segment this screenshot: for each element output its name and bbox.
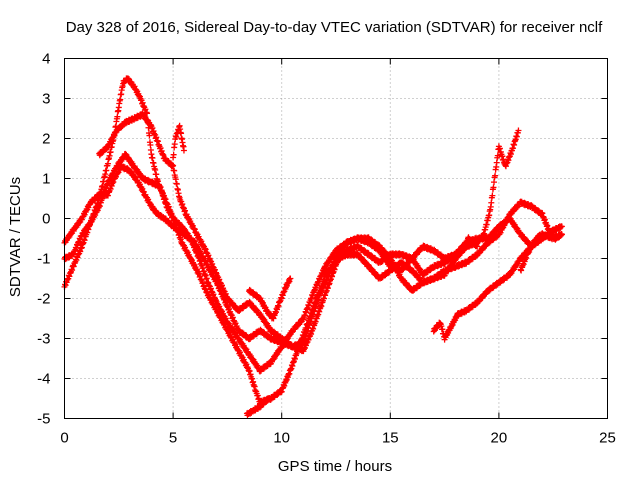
series-track-5 [170,122,187,161]
data-point [287,275,294,282]
y-tick-label: -3 [37,331,50,348]
y-tick-label: 4 [42,51,50,68]
plot-frame [64,58,608,419]
x-tick-label: 15 [382,430,399,447]
x-tick-label: 5 [169,430,177,447]
x-axis-label: GPS time / hours [278,458,392,475]
data-point [490,184,497,191]
x-tick-label: 0 [60,430,68,447]
series-track-7 [243,395,272,419]
series-track-6 [246,275,294,322]
chart-title: Day 328 of 2016, Sidereal Day-to-day VTE… [66,19,603,36]
data-point [170,151,177,158]
x-tick-label: 20 [491,430,508,447]
data-point [146,132,153,139]
series-track-9 [517,231,544,274]
data-point [488,199,495,206]
y-tick-label: -4 [37,371,50,388]
y-tick-label: -1 [37,251,50,268]
data-point [558,223,565,230]
plot-area [61,75,565,419]
data-point [114,113,121,120]
series-track-8 [430,223,565,343]
data-point [515,127,522,134]
data-point [558,231,565,238]
y-tick-label: -5 [37,411,50,428]
data-point [537,231,544,238]
y-tick-label: 0 [42,211,50,228]
data-point [180,147,187,154]
y-axis-label: SDTVAR / TECUs [7,177,24,297]
series-track-4 [96,110,522,355]
y-tick-label: 2 [42,131,50,148]
data-point [489,192,496,199]
y-tick-label: -2 [37,291,50,308]
y-tick-label: 3 [42,91,50,108]
series-track-1 [61,75,565,407]
data-point [265,395,272,402]
x-tick-label: 25 [599,430,616,447]
data-point [147,141,154,148]
x-tick-label: 10 [273,430,290,447]
data-point [171,141,178,148]
data-point [492,172,499,179]
y-tick-label: 1 [42,171,50,188]
series-track-3 [61,162,481,351]
